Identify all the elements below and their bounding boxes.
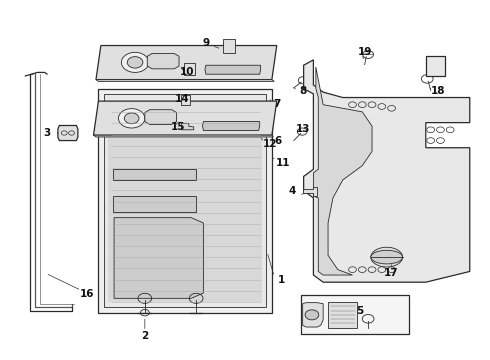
Text: 19: 19: [358, 46, 372, 57]
Polygon shape: [145, 110, 176, 125]
Circle shape: [122, 52, 149, 72]
Polygon shape: [147, 53, 179, 69]
Polygon shape: [104, 94, 266, 307]
Text: 10: 10: [180, 67, 195, 77]
Bar: [184, 63, 195, 75]
Text: 13: 13: [295, 124, 310, 134]
Bar: [113, 169, 196, 180]
Polygon shape: [202, 122, 260, 131]
Text: 16: 16: [79, 289, 94, 299]
Text: 15: 15: [171, 122, 185, 132]
Text: 14: 14: [175, 94, 190, 104]
Bar: [180, 95, 190, 105]
Polygon shape: [96, 45, 277, 80]
Ellipse shape: [371, 250, 403, 264]
Polygon shape: [304, 60, 470, 282]
Circle shape: [119, 109, 145, 128]
Polygon shape: [181, 123, 194, 130]
Text: 7: 7: [273, 99, 281, 109]
Text: 8: 8: [299, 86, 306, 96]
Polygon shape: [114, 218, 203, 298]
Bar: [426, 56, 445, 76]
Text: 11: 11: [276, 158, 291, 168]
Text: 6: 6: [274, 136, 282, 145]
Text: 4: 4: [289, 186, 296, 197]
Polygon shape: [98, 89, 272, 313]
Bar: [113, 196, 196, 212]
Ellipse shape: [371, 247, 403, 267]
Bar: [108, 101, 262, 302]
Polygon shape: [303, 303, 323, 327]
Polygon shape: [314, 67, 372, 275]
Polygon shape: [58, 126, 78, 140]
Bar: [223, 39, 235, 53]
Text: 17: 17: [384, 268, 399, 278]
Text: 9: 9: [202, 38, 209, 48]
Text: 18: 18: [431, 86, 446, 96]
Text: 3: 3: [44, 129, 51, 138]
Circle shape: [127, 57, 143, 68]
Polygon shape: [94, 101, 277, 135]
Polygon shape: [96, 80, 274, 81]
Circle shape: [305, 310, 319, 320]
Text: 12: 12: [263, 139, 278, 149]
Polygon shape: [205, 65, 261, 74]
Bar: [328, 302, 357, 328]
Polygon shape: [303, 187, 318, 196]
Bar: [301, 295, 409, 334]
Text: 1: 1: [278, 275, 285, 285]
Text: 2: 2: [141, 331, 148, 341]
Polygon shape: [94, 135, 273, 137]
Text: 5: 5: [356, 306, 364, 316]
Circle shape: [124, 113, 139, 124]
